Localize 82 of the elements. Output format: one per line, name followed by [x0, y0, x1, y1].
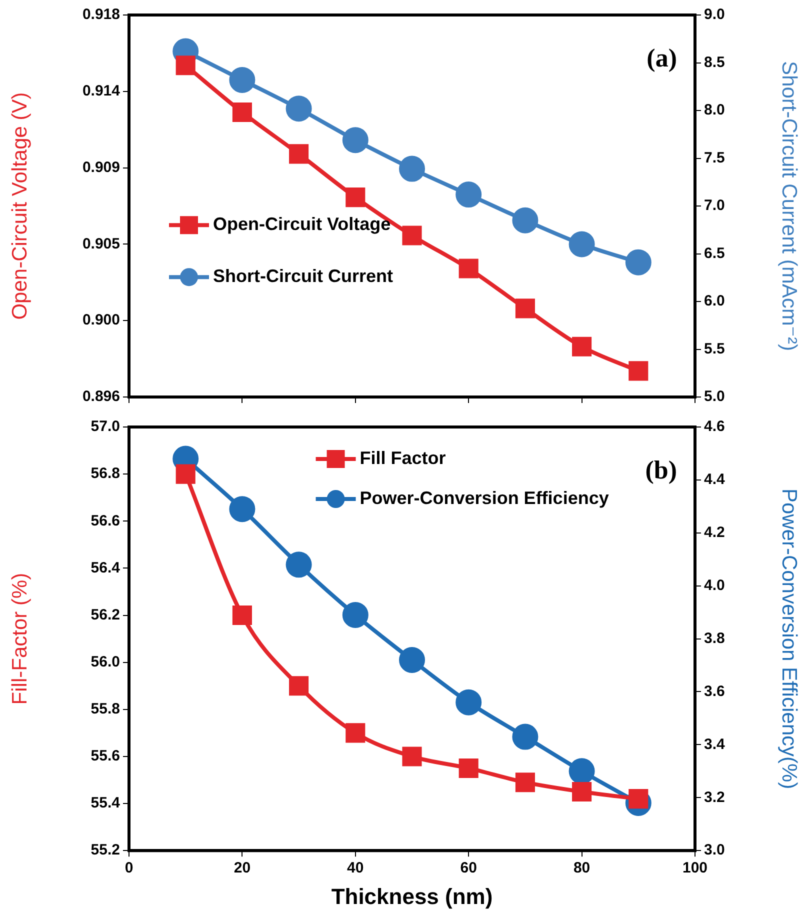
y2-tick-label: 6.0	[704, 292, 725, 310]
legend-label: Fill Factor	[360, 448, 446, 468]
y-tick-label: 0.918	[82, 6, 120, 24]
y-tick-label: 55.4	[90, 794, 121, 812]
point	[286, 96, 312, 122]
point	[456, 689, 482, 716]
x-axis-title: Thickness (nm)	[331, 884, 493, 909]
y-tick-label: 56.0	[90, 653, 120, 670]
annotation: (a)	[646, 44, 677, 73]
y2-tick-label: 4.0	[704, 576, 725, 594]
x-tick-label: 60	[460, 860, 477, 877]
y2-tick-label: 6.5	[704, 244, 725, 262]
point	[176, 56, 196, 76]
point	[512, 207, 538, 234]
y-tick-label: 55.8	[90, 700, 120, 718]
point	[515, 772, 535, 792]
y-tick-label: 56.2	[90, 606, 120, 624]
y2-tick-label: 7.0	[704, 197, 725, 214]
y-tick-label: 57.0	[90, 418, 120, 436]
point	[229, 496, 256, 522]
x-tick-label: 40	[347, 860, 364, 877]
legend-label: Power-Conversion Efficiency	[360, 488, 609, 508]
y2-tick-label: 3.0	[704, 842, 725, 859]
y2-tick-label: 3.2	[704, 788, 725, 806]
x-tick-label: 0	[124, 860, 134, 877]
point	[346, 188, 366, 208]
point	[572, 336, 592, 356]
y2-axis-title: Power-Conversion Efficiency(%)	[778, 488, 801, 790]
y-tick-label: 0.909	[82, 158, 120, 176]
y-tick-label: 56.4	[90, 559, 121, 576]
y-tick-label: 0.896	[82, 388, 120, 406]
point	[402, 226, 422, 246]
point	[402, 746, 422, 766]
y2-tick-label: 4.2	[704, 524, 725, 542]
point	[512, 724, 538, 750]
y2-tick-label: 3.4	[704, 736, 726, 753]
y2-tick-label: 5.0	[704, 388, 725, 406]
point	[232, 102, 252, 122]
point	[572, 782, 592, 802]
y2-tick-label: 9.0	[704, 6, 725, 24]
y-tick-label: 0.900	[82, 312, 120, 329]
y2-tick-label: 8.0	[704, 102, 725, 119]
point	[458, 758, 478, 778]
y-axis-title: Open-Circuit Voltage (V)	[8, 92, 32, 320]
point	[342, 602, 368, 628]
point	[232, 605, 252, 626]
x-tick-label: 20	[234, 860, 251, 877]
x-tick-label: 80	[573, 860, 590, 877]
point	[176, 464, 196, 484]
point	[628, 361, 648, 381]
point	[346, 723, 366, 743]
y-tick-label: 55.6	[90, 748, 120, 765]
y2-tick-label: 4.4	[704, 471, 726, 488]
x-tick-label: 100	[682, 860, 708, 877]
point	[456, 182, 482, 208]
y-tick-label: 56.6	[90, 512, 120, 530]
y-tick-label: 0.905	[82, 235, 120, 252]
y-axis-title: Fill-Factor (%)	[8, 572, 32, 705]
point	[289, 144, 309, 164]
y2-tick-label: 8.5	[704, 54, 725, 71]
y2-axis-title: Short-Circuit Current (mAcm⁻²)	[778, 61, 801, 351]
y2-tick-label: 3.8	[704, 630, 725, 647]
point	[289, 676, 309, 696]
y2-tick-label: 7.5	[704, 149, 725, 166]
y-tick-label: 56.8	[90, 465, 120, 482]
point	[229, 66, 256, 93]
point	[515, 298, 535, 318]
y2-tick-label: 4.6	[704, 418, 725, 436]
point	[625, 249, 652, 276]
y-tick-label: 55.2	[90, 842, 120, 859]
point	[458, 258, 478, 278]
point	[286, 552, 312, 578]
point	[568, 231, 595, 258]
point	[399, 156, 425, 182]
point	[399, 646, 425, 673]
annotation: (b)	[645, 456, 677, 485]
legend-label: Open-Circuit Voltage	[213, 214, 391, 234]
legend-label: Short-Circuit Current	[213, 266, 394, 286]
y-tick-label: 0.914	[82, 82, 121, 100]
y2-tick-label: 3.6	[704, 682, 725, 700]
point	[342, 127, 368, 154]
y2-tick-label: 5.5	[704, 340, 725, 358]
